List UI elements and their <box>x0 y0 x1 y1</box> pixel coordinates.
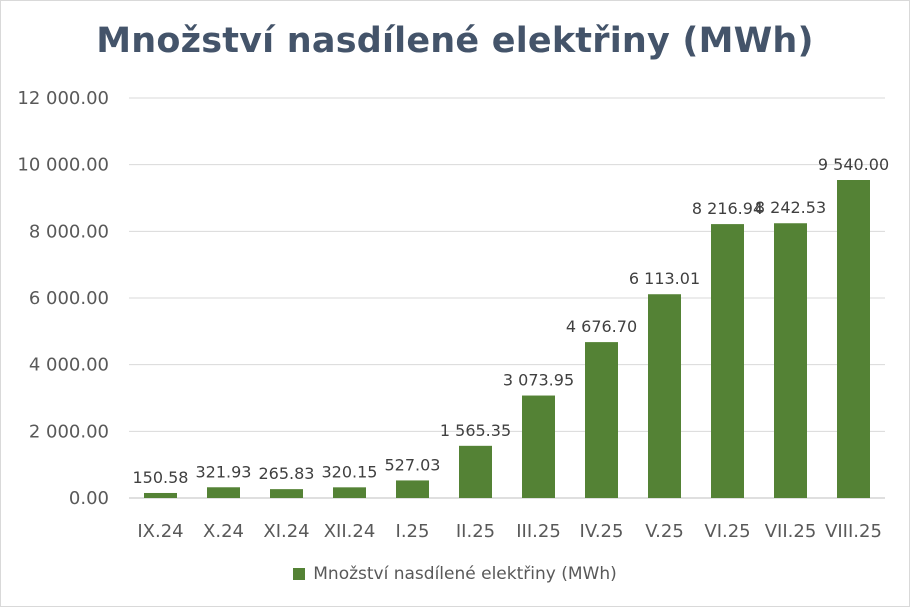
bar <box>270 489 303 498</box>
y-tick-label: 8 000.00 <box>29 221 109 242</box>
bar <box>144 492 177 498</box>
bar <box>459 445 492 498</box>
gridlines <box>129 97 885 499</box>
data-label: 320.15 <box>322 462 378 481</box>
bar <box>522 395 555 498</box>
data-label: 8 216.94 <box>692 199 763 218</box>
data-label: 6 113.01 <box>629 269 700 288</box>
bars <box>144 180 870 499</box>
data-label: 150.58 <box>133 468 189 487</box>
x-tick-label: XII.24 <box>324 521 376 542</box>
data-label: 321.93 <box>196 462 252 481</box>
x-tick-label: V.25 <box>645 521 684 542</box>
data-label: 3 073.95 <box>503 371 574 390</box>
x-tick-label: IX.24 <box>137 521 183 542</box>
y-axis-tick-labels: 0.00 2 000.00 4 000.00 6 000.00 8 000.00 10 0… <box>17 88 109 509</box>
x-axis-tick-labels: IX.24 X.24 XI.24 XII.24 I.25 II.25 III.25 IV.25… <box>137 521 882 542</box>
y-tick-label: 6 000.00 <box>29 288 109 309</box>
y-tick-label: 4 000.00 <box>29 355 109 376</box>
bar <box>207 487 240 498</box>
legend: Množství nasdílené elektřiny (MWh) <box>1 564 909 584</box>
data-label: 1 565.35 <box>440 421 511 440</box>
x-tick-label: IV.25 <box>580 521 624 542</box>
y-tick-label: 0.00 <box>69 488 109 509</box>
y-tick-label: 2 000.00 <box>29 421 109 442</box>
bar <box>648 294 681 498</box>
data-labels: 150.58 321.93 265.83 320.15 527.03 1 565.35 3 … <box>133 155 890 487</box>
bar <box>837 180 870 498</box>
bar <box>585 342 618 498</box>
x-tick-label: VII.25 <box>765 521 817 542</box>
bar <box>396 480 429 498</box>
chart-title: Množství nasdílené elektřiny (MWh) <box>96 21 814 61</box>
x-tick-label: II.25 <box>456 521 495 542</box>
legend-swatch <box>293 568 306 580</box>
x-tick-label: VI.25 <box>704 521 750 542</box>
x-tick-label: X.24 <box>203 521 244 542</box>
x-tick-label: III.25 <box>516 521 561 542</box>
legend-label: Množství nasdílené elektřiny (MWh) <box>313 564 617 584</box>
bar <box>774 223 807 498</box>
data-label: 9 540.00 <box>818 155 889 174</box>
bar <box>333 487 366 498</box>
data-label: 4 676.70 <box>566 317 637 336</box>
bar <box>711 224 744 499</box>
x-tick-label: I.25 <box>396 521 430 542</box>
data-label: 8 242.53 <box>755 198 826 217</box>
data-label: 265.83 <box>259 464 315 483</box>
x-tick-label: VIII.25 <box>825 521 882 542</box>
data-label: 527.03 <box>385 455 441 474</box>
y-tick-label: 12 000.00 <box>17 88 109 109</box>
x-tick-label: XI.24 <box>263 521 309 542</box>
y-tick-label: 10 000.00 <box>17 155 109 176</box>
